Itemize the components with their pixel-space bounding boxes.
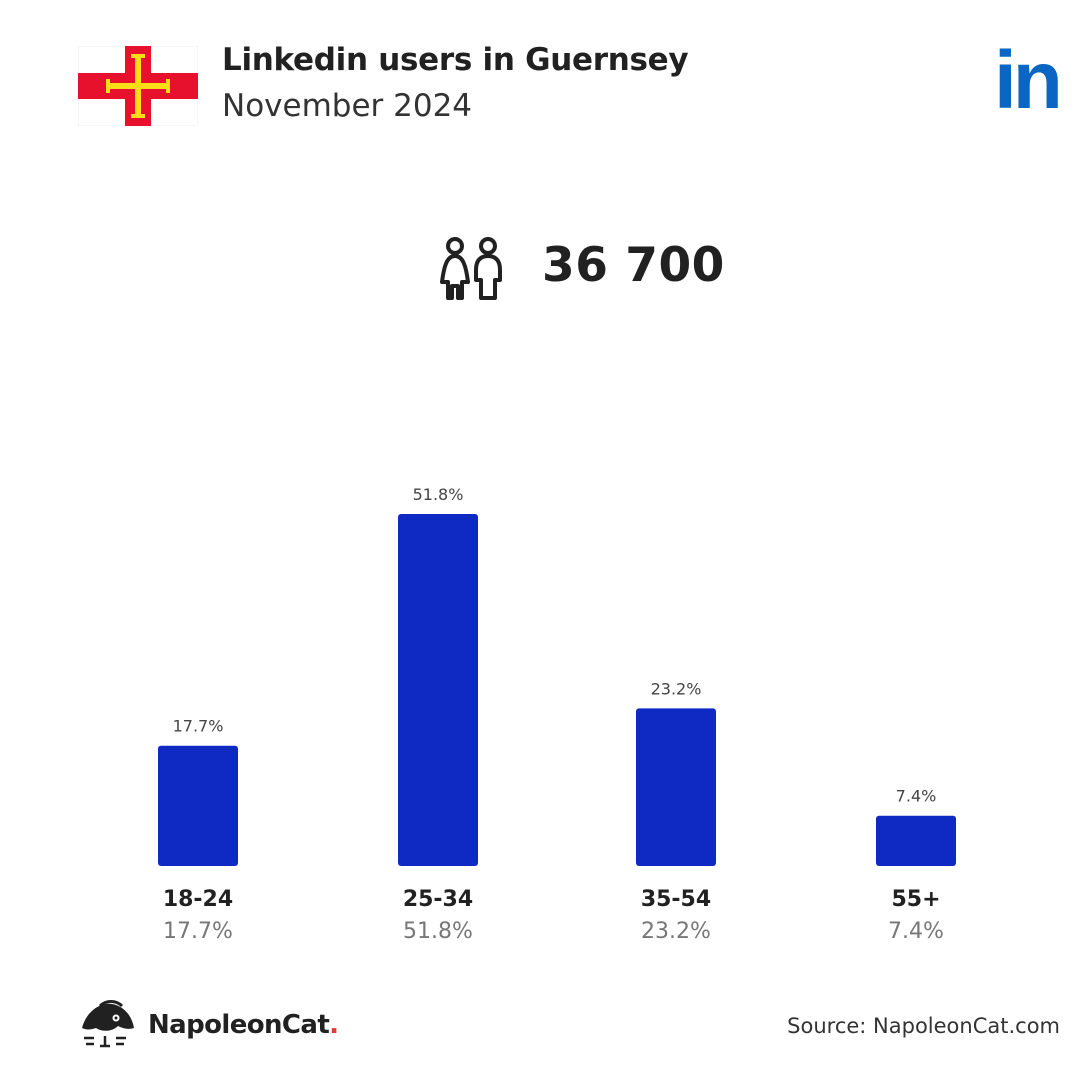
category-percent-35-54: 23.2% — [641, 919, 711, 944]
bar-18-24 — [158, 745, 238, 866]
data-label-35-54: 23.2% — [651, 679, 702, 698]
linkedin-logo-icon: in — [994, 35, 1063, 126]
category-percent-55+: 7.4% — [888, 919, 944, 944]
guernsey-flag-icon — [78, 46, 198, 126]
chart-subtitle: November 2024 — [222, 88, 473, 124]
brand-dot: . — [329, 1010, 339, 1040]
data-label-25-34: 51.8% — [413, 485, 464, 504]
bar-35-54 — [636, 708, 716, 866]
source-label: Source: NapoleonCat.com — [787, 1014, 1060, 1038]
chart-title: Linkedin users in Guernsey — [222, 42, 689, 78]
napoleoncat-brand: NapoleonCat. — [148, 1010, 339, 1040]
category-label-35-54: 35-54 — [641, 887, 711, 912]
bar-55+ — [876, 815, 956, 866]
category-percent-18-24: 17.7% — [163, 919, 233, 944]
bar-25-34 — [398, 514, 478, 866]
category-label-18-24: 18-24 — [163, 887, 233, 912]
category-percent-25-34: 51.8% — [403, 919, 473, 944]
napoleoncat-logo-icon — [82, 1000, 134, 1048]
data-label-55+: 7.4% — [896, 787, 937, 806]
users-icon — [440, 237, 502, 300]
category-label-55+: 55+ — [891, 887, 940, 912]
data-label-18-24: 17.7% — [173, 717, 224, 736]
category-label-25-34: 25-34 — [403, 887, 473, 912]
total-users-value: 36 700 — [542, 238, 725, 293]
brand-name: NapoleonCat — [148, 1010, 330, 1040]
